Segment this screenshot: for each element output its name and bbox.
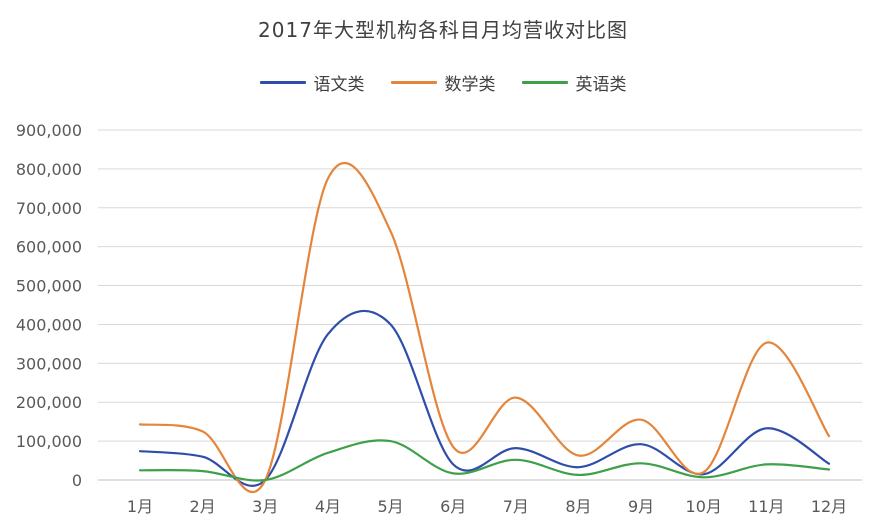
x-tick-label: 3月 bbox=[252, 497, 278, 516]
series-line-english bbox=[138, 439, 831, 482]
y-tick-label: 600,000 bbox=[16, 238, 82, 257]
series-line-math bbox=[138, 162, 831, 493]
legend-label-math: 数学类 bbox=[444, 75, 496, 95]
x-tick-label: 10月 bbox=[686, 497, 722, 516]
legend-label-english: 英语类 bbox=[575, 75, 627, 95]
series-line-chinese bbox=[138, 309, 831, 487]
legend: 语文类 数学类 英语类 bbox=[0, 70, 886, 95]
y-tick-label: 200,000 bbox=[16, 393, 82, 412]
y-tick-label: 700,000 bbox=[16, 199, 82, 218]
legend-label-chinese: 语文类 bbox=[313, 75, 365, 95]
x-tick-label: 8月 bbox=[565, 497, 591, 516]
legend-item-chinese: 语文类 bbox=[259, 70, 365, 95]
y-tick-label: 400,000 bbox=[16, 315, 82, 334]
y-tick-label: 300,000 bbox=[16, 354, 82, 373]
x-tick-label: 2月 bbox=[190, 497, 216, 516]
x-tick-label: 4月 bbox=[315, 497, 341, 516]
x-tick-label: 6月 bbox=[440, 497, 466, 516]
x-tick-label: 11月 bbox=[748, 497, 784, 516]
y-tick-label: 0 bbox=[72, 471, 82, 490]
x-tick-label: 7月 bbox=[503, 497, 529, 516]
legend-item-math: 数学类 bbox=[390, 70, 496, 95]
chart-title: 2017年大型机构各科目月均营收对比图 bbox=[258, 18, 628, 42]
x-tick-label: 5月 bbox=[377, 497, 403, 516]
x-tick-label: 12月 bbox=[811, 497, 847, 516]
legend-item-english: 英语类 bbox=[521, 70, 627, 95]
legend-swatch-math bbox=[390, 81, 437, 84]
x-tick-label: 9月 bbox=[628, 497, 654, 516]
y-tick-label: 100,000 bbox=[16, 432, 82, 451]
y-tick-label: 500,000 bbox=[16, 277, 82, 296]
y-tick-label: 900,000 bbox=[16, 121, 82, 140]
y-tick-label: 800,000 bbox=[16, 160, 82, 179]
legend-swatch-chinese bbox=[259, 81, 306, 84]
x-tick-label: 1月 bbox=[127, 497, 153, 516]
legend-swatch-english bbox=[521, 81, 568, 84]
